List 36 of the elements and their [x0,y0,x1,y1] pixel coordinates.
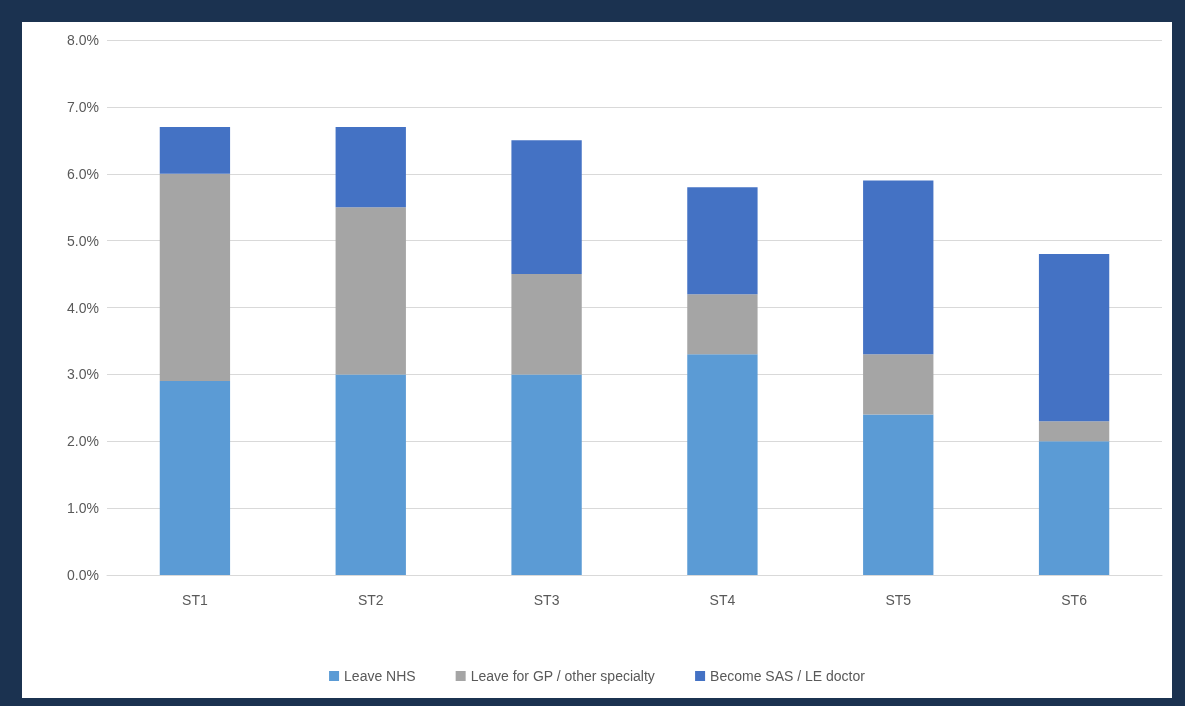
bar [687,354,758,575]
y-tick-label: 6.0% [67,165,99,182]
bar [511,274,582,375]
bar [1038,441,1110,575]
y-tick-label: 1.0% [67,500,99,517]
y-tick-label: 2.0% [67,433,99,450]
bar [863,414,934,575]
y-tick-label: 4.0% [67,299,99,316]
x-tick-label: ST4 [709,592,736,608]
bar [511,140,582,275]
bar [863,180,934,355]
bar [335,126,406,208]
bar [687,294,758,355]
x-tick-label: ST1 [182,592,208,608]
y-tick-label: 7.0% [67,98,99,115]
y-tick-label: 0.0% [67,567,99,583]
bar [863,354,934,415]
legend-label: Become SAS / LE doctor [710,668,866,684]
y-tick-label: 5.0% [67,232,99,249]
bar [159,173,231,382]
bar [159,381,231,575]
x-tick-label: ST2 [357,592,384,608]
bar [1038,421,1110,442]
bar [159,126,231,174]
legend-label: Leave NHS [344,668,416,684]
legend-label: Leave for GP / other specialty [470,668,655,684]
bar [687,187,758,295]
y-tick-label: 3.0% [67,366,99,383]
x-tick-label: ST5 [885,592,912,608]
bar [335,207,406,375]
x-tick-label: ST3 [533,592,560,608]
y-tick-label: 8.0% [67,32,99,48]
bar [335,374,406,575]
bar [1038,254,1110,422]
bar [511,374,582,575]
x-tick-label: ST6 [1061,592,1088,608]
